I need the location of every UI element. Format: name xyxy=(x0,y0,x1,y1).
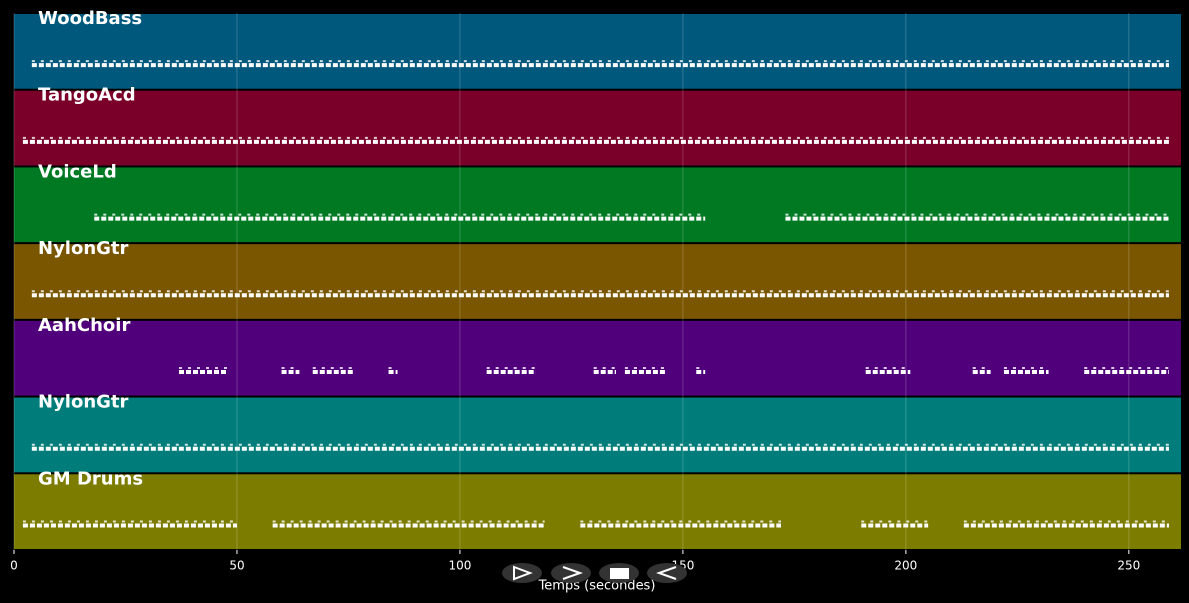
track-lane xyxy=(14,397,1181,473)
track-lane xyxy=(14,14,1181,89)
track-name: WoodBass xyxy=(38,8,142,29)
track-name: AahChoir xyxy=(38,315,130,336)
track-lane xyxy=(14,244,1181,319)
track-lane xyxy=(14,320,1181,396)
x-tick-label: 0 xyxy=(10,559,18,573)
play-button[interactable] xyxy=(502,563,542,583)
x-tick-label: 250 xyxy=(1117,559,1140,573)
track-lane xyxy=(14,474,1181,549)
track-name: NylonGtr xyxy=(38,238,129,259)
track-lane xyxy=(14,90,1181,166)
x-tick-label: 100 xyxy=(448,559,471,573)
x-tick-label: 200 xyxy=(894,559,917,573)
track-name: GM Drums xyxy=(38,468,143,489)
x-tick-label: 50 xyxy=(229,559,244,573)
track-name: TangoAcd xyxy=(38,85,136,106)
transport-controls xyxy=(502,563,687,583)
x-axis-label: Temps (secondes) xyxy=(538,579,656,594)
forward-button[interactable] xyxy=(551,563,591,583)
rewind-button[interactable] xyxy=(647,563,687,583)
forward-icon xyxy=(562,566,584,580)
stop-icon xyxy=(610,568,629,579)
track-name: NylonGtr xyxy=(38,392,129,413)
rewind-icon xyxy=(655,566,677,580)
play-icon xyxy=(513,565,533,581)
track-lane xyxy=(14,167,1181,243)
track-name: VoiceLd xyxy=(38,161,117,182)
